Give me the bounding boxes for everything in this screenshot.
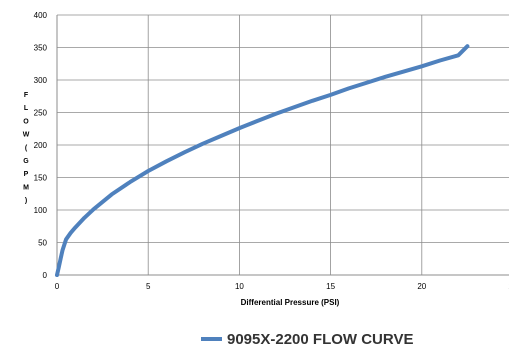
x-tick-label: 5 <box>146 282 151 291</box>
y-label-letter: W <box>23 132 30 139</box>
y-tick-label: 350 <box>34 44 48 53</box>
y-label-letter: P <box>24 171 29 178</box>
x-tick-label: 0 <box>55 282 60 291</box>
y-tick-label: 200 <box>34 141 48 150</box>
y-label-letter: L <box>24 105 29 112</box>
y-tick-label: 100 <box>34 206 48 215</box>
x-axis-ticks: 0510152025 <box>55 282 509 291</box>
grid-lines <box>56 14 509 276</box>
series-lines <box>55 44 470 277</box>
y-label-letter: ) <box>25 198 27 205</box>
x-axis-label: Differential Pressure (PSI) <box>241 298 340 307</box>
y-tick-label: 50 <box>38 239 47 248</box>
y-label-letter: F <box>24 92 29 99</box>
x-tick-label: 10 <box>235 282 244 291</box>
x-tick-label: 20 <box>417 282 426 291</box>
series-line-0 <box>55 44 470 277</box>
y-axis-label: FLOW ( GPM) <box>23 92 30 205</box>
y-label-letter: G <box>23 158 29 165</box>
legend-label: 9095X-2200 FLOW CURVE <box>227 331 413 348</box>
y-axis-ticks: 0 50 100 150 200 250 300 350 400 <box>34 11 48 280</box>
y-label-letter: O <box>23 118 29 125</box>
y-tick-label: 300 <box>34 76 48 85</box>
y-label-letter: M <box>23 184 29 191</box>
y-tick-label: 250 <box>34 109 48 118</box>
y-tick-label: 0 <box>43 271 48 280</box>
y-tick-label: 150 <box>34 174 48 183</box>
plot-area <box>56 15 509 276</box>
y-label-letter: ( <box>25 145 28 152</box>
y-tick-label: 400 <box>34 11 48 20</box>
x-tick-label: 15 <box>326 282 335 291</box>
legend: 9095X-2200 FLOW CURVE <box>201 331 413 348</box>
